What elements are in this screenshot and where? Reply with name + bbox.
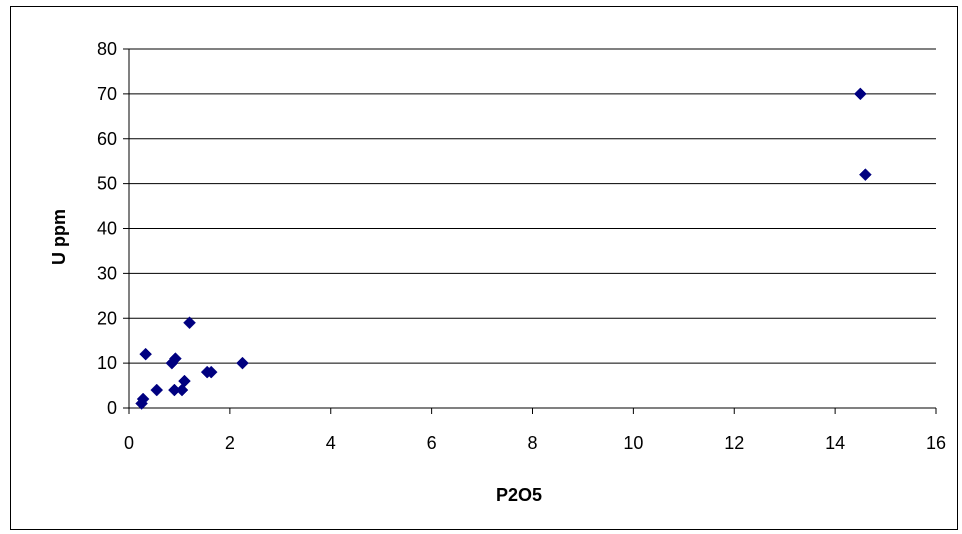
data-point-14: [859, 168, 872, 182]
y-tick-label-10: 10: [97, 353, 117, 373]
x-tick-label-16: 16: [926, 433, 946, 453]
x-tick-labels: 0 2 4 6 8 10 12 14 16: [124, 433, 946, 453]
y-tick-label-60: 60: [97, 129, 117, 149]
x-tick-label-0: 0: [124, 433, 134, 453]
chart-frame: 0 2 4 6 8 10 12 14 16 0 10 20 30 40 50 60 70 80 P2O5 U p…: [10, 6, 958, 530]
data-point-13: [853, 87, 867, 101]
y-axis-title: U ppm: [49, 209, 69, 265]
x-tick-label-14: 14: [825, 433, 845, 453]
y-tick-label-30: 30: [97, 263, 117, 283]
y-tick-label-40: 40: [97, 219, 117, 239]
x-tick-label-10: 10: [623, 433, 643, 453]
data-point-3: [150, 383, 164, 397]
axes: [123, 48, 937, 414]
y-tick-labels: 0 10 20 30 40 50 60 70 80: [97, 39, 117, 418]
x-tick-label-6: 6: [427, 433, 437, 453]
data-point-9: [183, 316, 196, 330]
data-point-1: [136, 392, 150, 406]
y-tick-label-0: 0: [107, 398, 117, 418]
y-tick-label-70: 70: [97, 84, 117, 104]
x-tick-label-8: 8: [527, 433, 537, 453]
x-tick-label-12: 12: [724, 433, 744, 453]
x-tick-label-2: 2: [225, 433, 235, 453]
x-tick-label-4: 4: [326, 433, 336, 453]
data-point-8: [178, 374, 191, 388]
data-point-5: [169, 352, 182, 365]
data-points: [135, 87, 872, 410]
y-tick-label-20: 20: [97, 308, 117, 328]
data-point-12: [236, 356, 249, 370]
y-tick-label-50: 50: [97, 174, 117, 194]
x-axis-title: P2O5: [496, 485, 542, 505]
scatter-chart: 0 2 4 6 8 10 12 14 16 0 10 20 30 40 50 60 70 80 P2O5 U p…: [49, 39, 946, 505]
data-point-7: [175, 383, 189, 397]
y-tick-label-80: 80: [97, 39, 117, 59]
gridlines: [129, 48, 936, 364]
data-point-2: [139, 347, 152, 361]
data-point-11: [204, 365, 218, 379]
